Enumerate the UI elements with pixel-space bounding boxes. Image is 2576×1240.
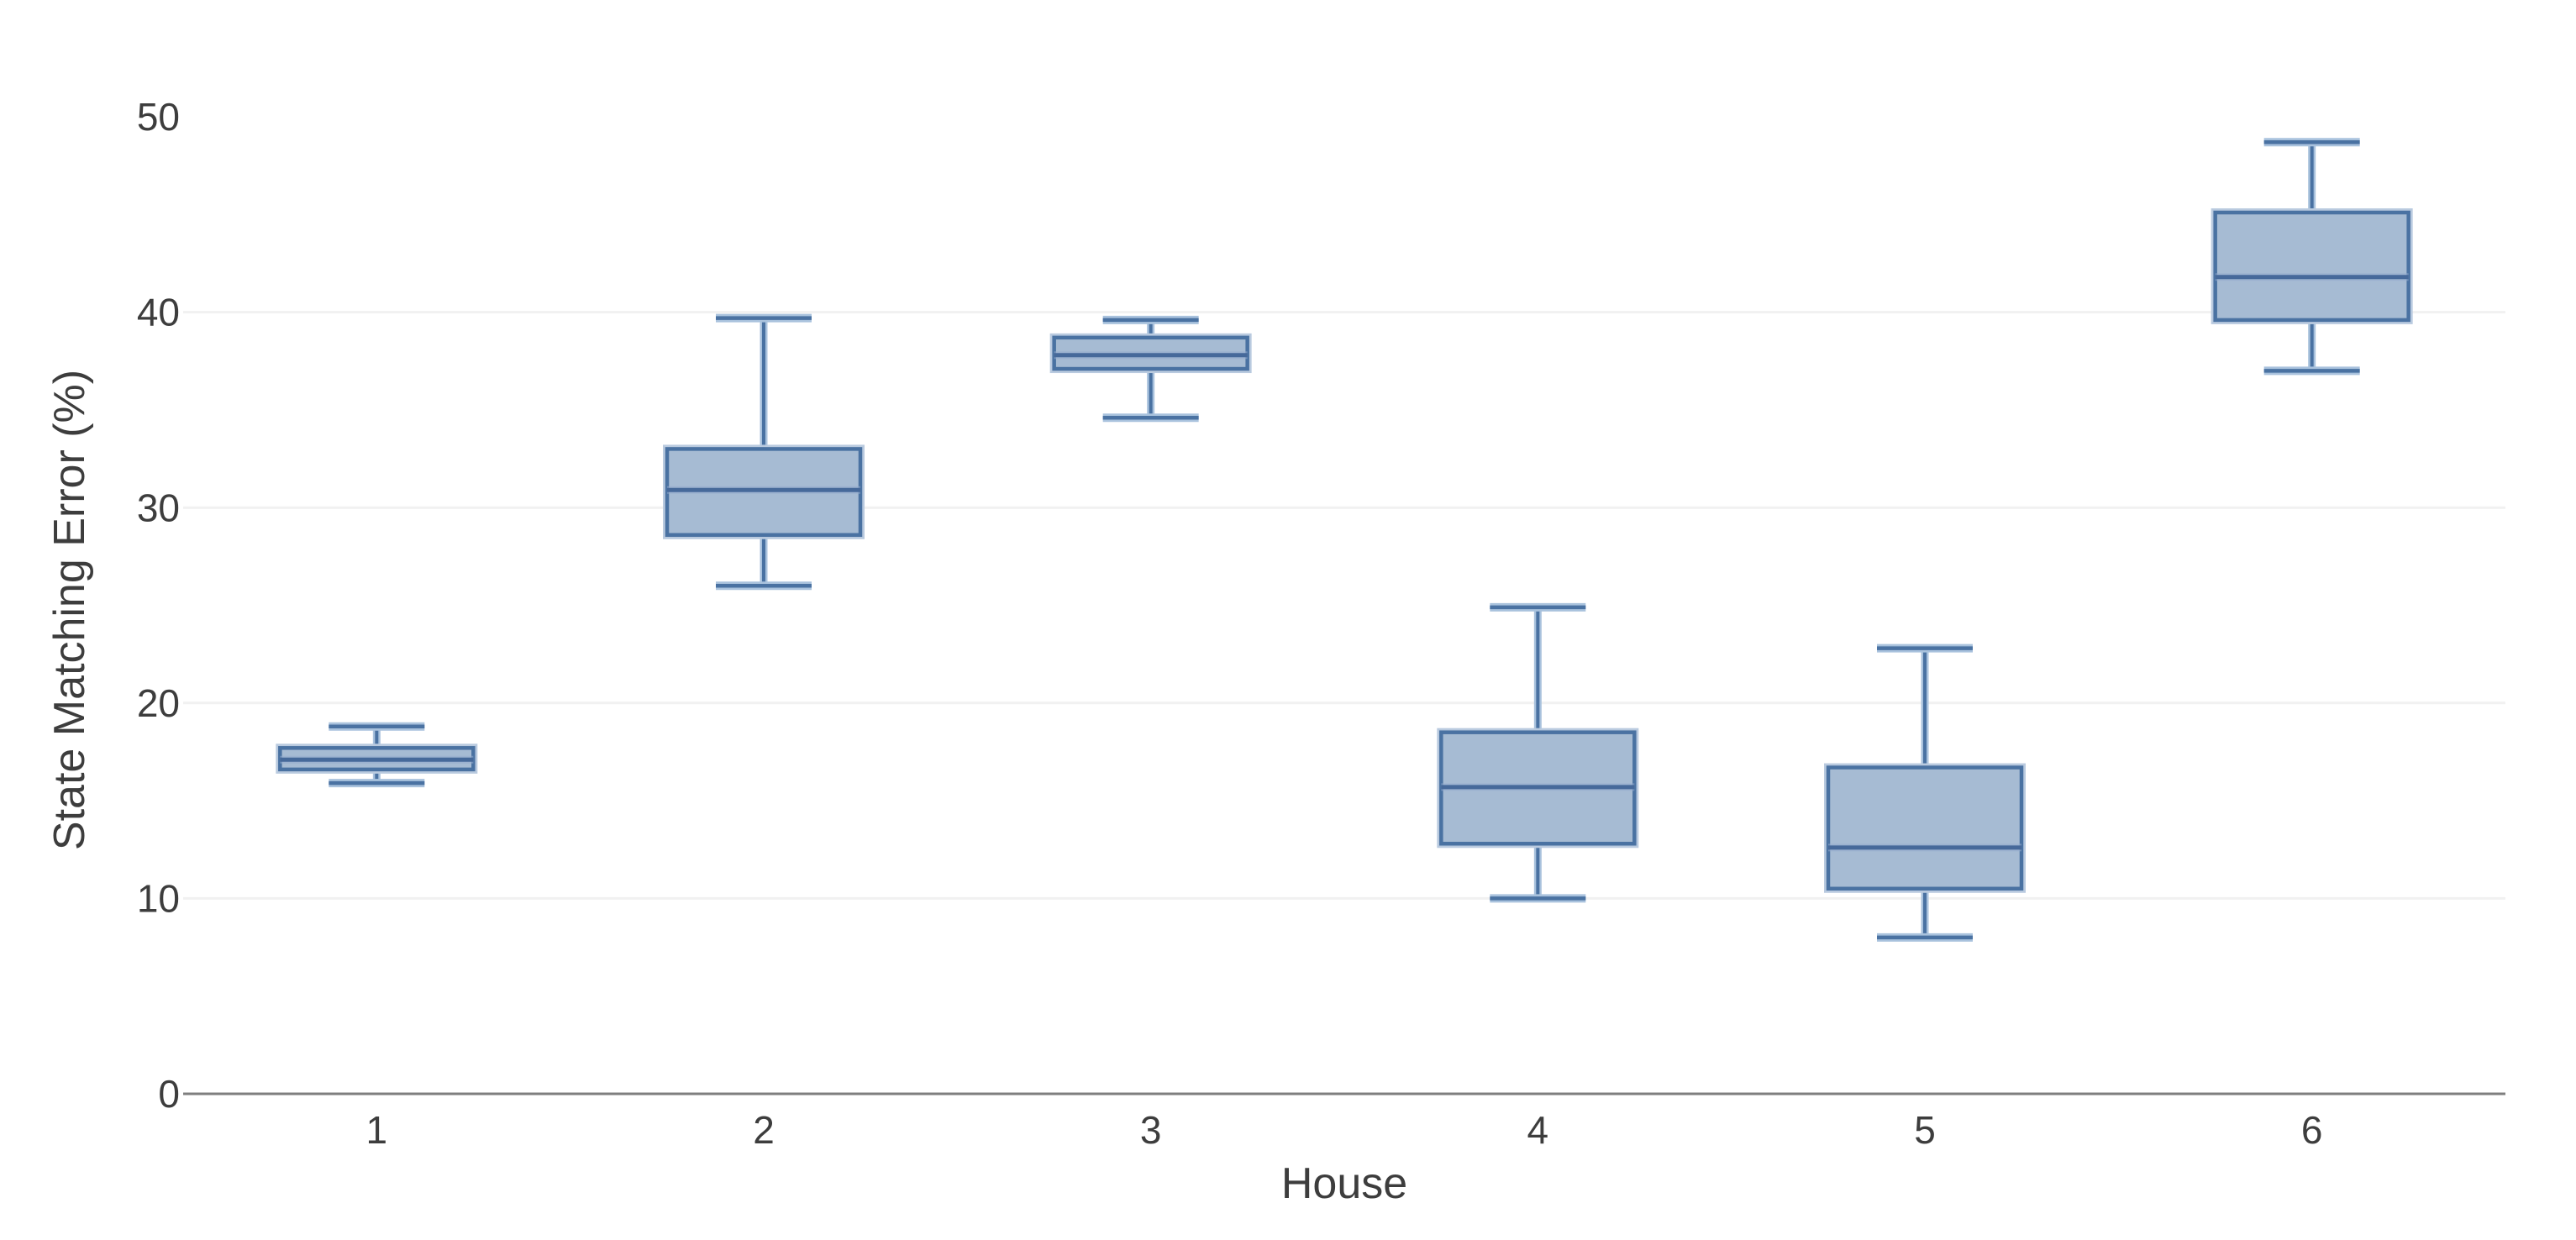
- y-tick-label-40: 40: [137, 291, 180, 334]
- x-axis-tick-labels: 1 2 3 4 5 6: [366, 1108, 2323, 1152]
- box-house-2: [663, 313, 865, 591]
- y-axis-tick-labels: 0 10 20 30 40 50: [137, 95, 180, 1116]
- iqr-box: [2213, 210, 2410, 323]
- y-tick-label-30: 30: [137, 486, 180, 529]
- x-tick-label-2: 2: [753, 1108, 775, 1152]
- x-tick-label-4: 4: [1527, 1108, 1549, 1152]
- box-house-4: [1437, 602, 1639, 903]
- box-house-3: [1049, 315, 1252, 423]
- y-tick-label-10: 10: [137, 877, 180, 921]
- box-house-1: [276, 722, 478, 788]
- box-house-5: [1824, 644, 2026, 942]
- y-tick-label-20: 20: [137, 681, 180, 725]
- box-series: [276, 138, 2413, 942]
- box-house-6: [2211, 138, 2413, 376]
- y-tick-label-50: 50: [137, 95, 180, 139]
- x-tick-label-5: 5: [1914, 1108, 1936, 1152]
- x-tick-label-1: 1: [366, 1108, 388, 1152]
- x-axis-title: House: [1281, 1159, 1407, 1208]
- iqr-box: [1826, 765, 2024, 891]
- x-tick-label-6: 6: [2301, 1108, 2323, 1152]
- x-tick-label-3: 3: [1140, 1108, 1162, 1152]
- gridlines: [183, 311, 2505, 900]
- y-axis-title: State Matching Error (%): [45, 370, 94, 850]
- y-tick-label-0: 0: [158, 1072, 180, 1116]
